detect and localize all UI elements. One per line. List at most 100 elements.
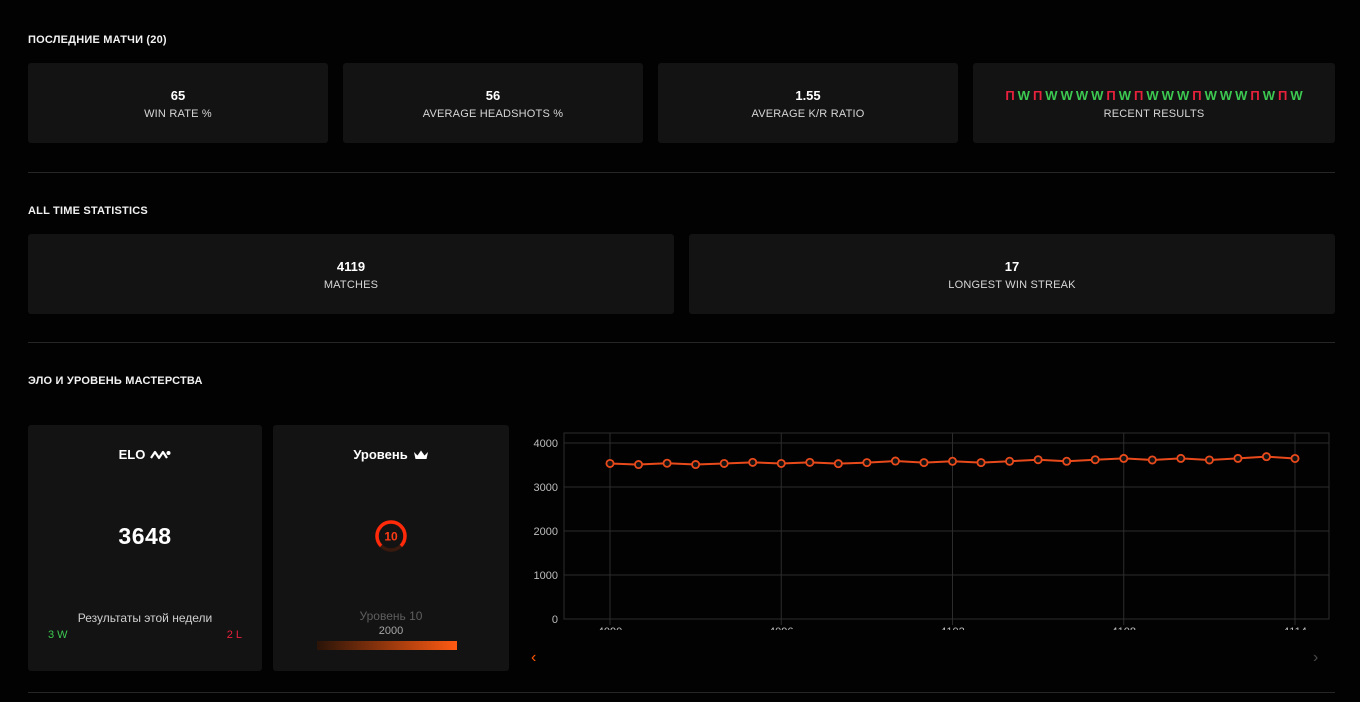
elo-chart-svg: 0 1000 2000 3000 4000 4090 4096 4102 4108 4114 xyxy=(534,432,1330,630)
elo-header: ELO xyxy=(28,447,262,462)
result-loss: П xyxy=(1192,87,1202,103)
matches-value: 4119 xyxy=(336,258,366,274)
elo-data-point xyxy=(1290,453,1300,463)
headshots-value: 56 xyxy=(485,87,501,103)
level-header: Уровень xyxy=(273,447,509,462)
level-min-elo: 2000 xyxy=(378,625,404,637)
section-divider xyxy=(28,172,1335,173)
elo-history-chart: 0 1000 2000 3000 4000 4090 4096 4102 4108 4114 xyxy=(520,425,1335,630)
x-tick-label: 4108 xyxy=(1112,626,1136,630)
result-loss: П xyxy=(1250,87,1260,103)
y-tick-label: 4000 xyxy=(534,438,558,450)
result-win: W xyxy=(1146,87,1159,103)
all-time-title: ALL TIME STATISTICS xyxy=(28,205,148,217)
elo-data-point xyxy=(976,458,986,468)
elo-card: ELO 3648 Результаты этой недели 3 W 2 L xyxy=(28,425,262,671)
result-win: W xyxy=(1235,87,1248,103)
x-tick-label: 4102 xyxy=(940,626,964,630)
result-loss: П xyxy=(1106,87,1116,103)
elo-data-point xyxy=(1233,453,1243,463)
result-win: W xyxy=(1045,87,1058,103)
crown-icon xyxy=(413,450,428,459)
win-streak-card: 17 LONGEST WIN STREAK xyxy=(689,234,1335,314)
matches-card: 4119 MATCHES xyxy=(28,234,674,314)
y-tick-label: 1000 xyxy=(534,570,558,582)
win-streak-label: LONGEST WIN STREAK xyxy=(948,278,1076,291)
elo-data-point xyxy=(1204,455,1214,465)
elo-data-point xyxy=(662,458,672,468)
section-divider xyxy=(28,692,1335,693)
result-loss: П xyxy=(1278,87,1288,103)
result-win: W xyxy=(1262,87,1276,103)
elo-data-point xyxy=(691,460,701,470)
x-tick-label: 4114 xyxy=(1283,626,1307,630)
elo-data-point xyxy=(1005,456,1015,466)
result-win: W xyxy=(1075,87,1089,103)
elo-data-point xyxy=(719,458,729,468)
level-progress-bar xyxy=(317,641,457,650)
result-win: W xyxy=(1161,87,1174,103)
win-rate-card: 65 WIN RATE % xyxy=(28,63,328,143)
elo-data-point xyxy=(862,458,872,468)
win-streak-value: 17 xyxy=(1004,258,1020,274)
result-win: W xyxy=(1176,87,1190,103)
headshots-card: 56 AVERAGE HEADSHOTS % xyxy=(343,63,643,143)
kr-ratio-card: 1.55 AVERAGE K/R RATIO xyxy=(658,63,958,143)
result-win: W xyxy=(1060,87,1073,103)
elo-data-point xyxy=(947,456,957,466)
elo-data-point xyxy=(919,458,929,468)
matches-label: MATCHES xyxy=(323,278,379,291)
level-badge: 10 xyxy=(375,520,407,552)
level-card: Уровень 10 Уровень 10 2000 xyxy=(273,425,509,671)
elo-data-point xyxy=(890,456,900,466)
result-win: W xyxy=(1118,87,1132,103)
elo-data-point xyxy=(634,460,644,470)
y-tick-label: 2000 xyxy=(534,526,558,538)
elo-data-point xyxy=(1147,455,1157,465)
elo-section-title: ЭЛО И УРОВЕНЬ МАСТЕРСТВА xyxy=(28,375,203,387)
y-tick-label: 3000 xyxy=(534,482,558,494)
level-badge-number: 10 xyxy=(384,530,398,544)
elo-data-point xyxy=(1176,453,1186,463)
elo-data-point xyxy=(1090,455,1100,465)
result-loss: П xyxy=(1032,87,1043,103)
recent-matches-title: ПОСЛЕДНИЕ МАТЧИ (20) xyxy=(28,34,167,46)
result-win: W xyxy=(1017,87,1030,103)
result-loss: П xyxy=(1134,87,1144,103)
elo-data-point xyxy=(1261,452,1271,462)
win-rate-value: 65 xyxy=(170,87,186,103)
result-win: W xyxy=(1204,87,1217,103)
elo-title: ELO xyxy=(118,447,146,462)
section-divider xyxy=(28,342,1335,343)
level-name: Уровень 10 xyxy=(359,609,423,623)
result-loss: П xyxy=(1005,87,1015,103)
elo-wave-icon xyxy=(150,450,171,459)
week-losses: 2 L xyxy=(226,629,242,641)
level-title: Уровень xyxy=(353,447,408,462)
chevron-left-icon[interactable]: ‹ xyxy=(531,649,537,666)
elo-data-point xyxy=(1062,456,1072,466)
result-win: W xyxy=(1091,87,1104,103)
elo-data-point xyxy=(1119,453,1129,463)
week-wins: 3 W xyxy=(48,629,68,641)
elo-data-point xyxy=(805,457,815,467)
kr-ratio-label: AVERAGE K/R RATIO xyxy=(751,107,865,120)
elo-data-point xyxy=(833,459,843,469)
chevron-right-icon[interactable]: › xyxy=(1313,649,1319,666)
elo-data-point xyxy=(605,458,615,468)
x-tick-label: 4090 xyxy=(598,626,622,630)
week-results-label: Результаты этой недели xyxy=(77,611,213,625)
elo-data-point xyxy=(776,458,786,468)
elo-data-point xyxy=(1033,455,1043,465)
elo-value: 3648 xyxy=(118,523,172,549)
recent-results-label: RECENT RESULTS xyxy=(1103,107,1205,120)
win-rate-label: WIN RATE % xyxy=(144,107,212,120)
result-win: W xyxy=(1219,87,1233,103)
headshots-label: AVERAGE HEADSHOTS % xyxy=(422,107,564,120)
result-win: W xyxy=(1290,87,1303,103)
elo-data-point xyxy=(748,457,758,467)
x-tick-label: 4096 xyxy=(769,626,793,630)
kr-ratio-value: 1.55 xyxy=(795,87,821,103)
